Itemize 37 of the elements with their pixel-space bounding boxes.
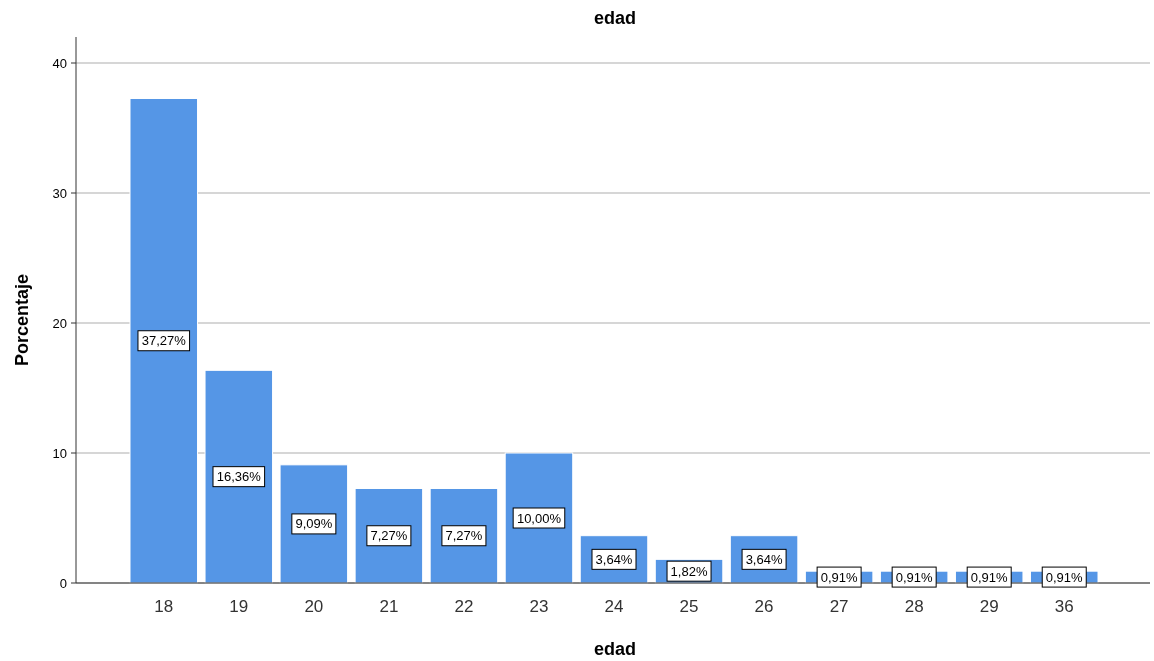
- x-tick-label: 27: [829, 597, 849, 616]
- data-label: 10,00%: [516, 510, 562, 526]
- data-label: 37,27%: [141, 333, 187, 349]
- data-label: 1,82%: [670, 563, 708, 579]
- y-tick-label: 40: [52, 55, 67, 71]
- y-tick-label: 20: [52, 315, 67, 331]
- data-label: 0,91%: [895, 569, 934, 585]
- y-tick-label: 10: [52, 445, 67, 461]
- data-label: 0,91%: [1045, 569, 1084, 585]
- data-label: 7,27%: [445, 528, 483, 544]
- x-axis-title: edad: [593, 639, 637, 659]
- bar: [204, 369, 274, 584]
- data-label: 7,27%: [370, 528, 408, 544]
- y-tick-label: 30: [52, 185, 67, 201]
- y-tick-label: 0: [59, 575, 67, 591]
- chart-title: edad: [593, 8, 637, 28]
- data-label: 3,64%: [595, 551, 633, 567]
- x-tick-label: 18: [154, 597, 174, 616]
- x-tick-label: 29: [979, 597, 999, 616]
- x-tick-label: 20: [304, 597, 324, 616]
- x-tick-label: 23: [529, 597, 549, 616]
- x-tick-label: 25: [679, 597, 699, 616]
- bar: [504, 452, 574, 584]
- data-label: 0,91%: [820, 569, 858, 585]
- data-label: 16,36%: [216, 469, 262, 485]
- x-tick-label: 26: [754, 597, 774, 616]
- bar: [129, 97, 199, 584]
- x-tick-label: 28: [904, 597, 924, 616]
- data-label: 0,91%: [970, 569, 1009, 585]
- x-tick-label: 19: [229, 597, 249, 616]
- x-tick-label: 21: [379, 597, 399, 616]
- data-label: 3,64%: [745, 551, 783, 567]
- data-label: 9,09%: [295, 516, 333, 532]
- y-axis-title: Porcentaje: [12, 273, 32, 367]
- x-tick-label: 24: [604, 597, 624, 616]
- x-tick-label: 22: [454, 597, 474, 616]
- x-tick-label: 36: [1054, 597, 1074, 616]
